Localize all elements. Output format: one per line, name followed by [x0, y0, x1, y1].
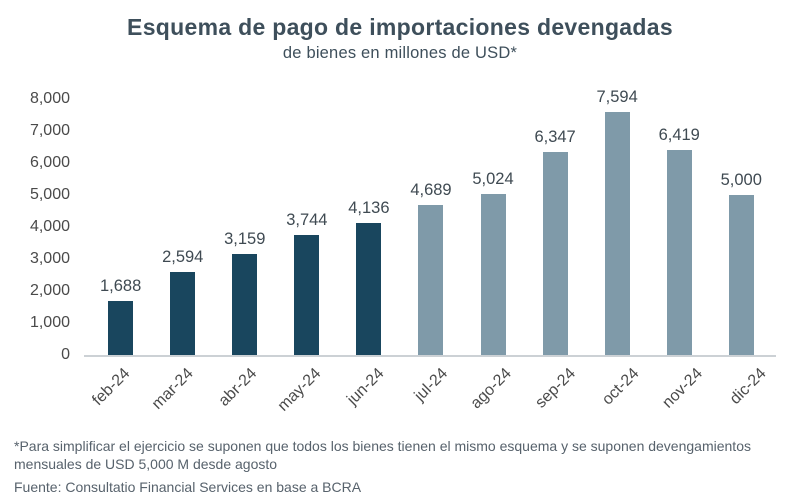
bar — [666, 149, 692, 355]
bar-value-label: 3,744 — [286, 211, 328, 230]
y-tick-label: 2,000 — [29, 282, 70, 299]
y-tick-label: 7,000 — [29, 122, 70, 139]
source-note: Fuente: Consultatio Financial Services e… — [14, 478, 362, 495]
bar-value-label: 1,688 — [100, 276, 142, 295]
plot-area: 0 1,000 2,000 3,000 4,000 5,000 6,000 7,000 8,00… — [30, 88, 776, 363]
bars-row: 1,688 2,594 3,159 3,744 4,136 4,689 5,024 6,347… — [84, 88, 776, 355]
bar-value-label: 7,594 — [596, 88, 638, 106]
x-axis-label: feb-24 — [88, 365, 134, 410]
x-axis-label: may-24 — [274, 365, 325, 415]
x-slot: jun-24 — [344, 357, 387, 429]
x-axis-label: ago-24 — [467, 365, 516, 413]
bar-value-label: 6,347 — [534, 127, 576, 146]
bar-slot: 1,688 — [100, 277, 141, 355]
bar-value-label: 2,594 — [162, 248, 204, 266]
y-tick-label: 5,000 — [29, 186, 70, 203]
bar — [604, 112, 630, 355]
bar-value-label: 4,689 — [410, 180, 452, 199]
x-slot: feb-24 — [89, 357, 133, 429]
footnote: *Para simplificar el ejercicio se supone… — [14, 438, 751, 473]
y-tick-label: 8,000 — [29, 90, 70, 107]
bar-slot: 4,136 — [348, 198, 390, 355]
bar — [232, 253, 258, 355]
bar — [542, 151, 568, 355]
bar-value-label: 5,000 — [720, 171, 762, 189]
x-axis-label: abr-24 — [215, 365, 261, 410]
bar — [170, 272, 196, 355]
x-slot: abr-24 — [216, 357, 261, 429]
y-tick-label: 0 — [61, 346, 70, 363]
x-slot: ago-24 — [468, 357, 515, 429]
x-axis-label: jul-24 — [411, 365, 452, 405]
x-axis-label: sep-24 — [532, 365, 579, 412]
bar-slot: 7,594 — [597, 88, 638, 355]
x-axis: feb-24 mar-24 abr-24 may-24 jun-24 jul-24 ago-… — [84, 357, 776, 429]
bar — [108, 300, 134, 355]
bar-slot: 6,419 — [659, 126, 700, 355]
chart-title: Esquema de pago de importaciones devenga… — [127, 14, 673, 40]
y-tick-label: 6,000 — [29, 154, 70, 171]
x-axis-label: dic-24 — [727, 365, 770, 408]
bar-value-label: 4,136 — [348, 198, 390, 217]
bar-slot: 3,159 — [224, 230, 265, 355]
bar — [480, 194, 506, 355]
bar-value-label: 6,419 — [658, 125, 700, 144]
x-axis-label: nov-24 — [659, 365, 707, 412]
x-slot: nov-24 — [660, 357, 707, 429]
bar — [728, 195, 754, 355]
x-slot: mar-24 — [149, 357, 197, 429]
bar-slot: 5,024 — [472, 170, 514, 355]
y-tick-label: 3,000 — [29, 250, 70, 267]
chart-subtitle: de bienes en millones de USD* — [282, 44, 518, 62]
bar — [356, 222, 382, 355]
x-axis-label: oct-24 — [599, 365, 643, 409]
x-slot: jul-24 — [412, 357, 452, 429]
x-slot: dic-24 — [727, 357, 770, 429]
x-axis-label: mar-24 — [148, 365, 197, 413]
bar-slot: 6,347 — [534, 127, 576, 355]
bar — [418, 204, 444, 355]
x-slot: may-24 — [274, 357, 324, 429]
y-tick-label: 4,000 — [29, 218, 70, 235]
y-axis: 0 1,000 2,000 3,000 4,000 5,000 6,000 7,000 8,00… — [12, 90, 84, 363]
y-tick-label: 1,000 — [29, 314, 70, 331]
bar-value-label: 3,159 — [224, 229, 266, 248]
x-axis-label: jun-24 — [344, 365, 388, 409]
bar-slot: 4,689 — [410, 180, 452, 355]
bar-slot: 3,744 — [286, 211, 327, 355]
bar-slot: 5,000 — [721, 171, 762, 355]
x-slot: sep-24 — [532, 357, 579, 429]
x-slot: oct-24 — [599, 357, 642, 429]
bar-slot: 2,594 — [162, 248, 203, 355]
bar — [294, 235, 320, 355]
bar-value-label: 5,024 — [472, 170, 514, 189]
